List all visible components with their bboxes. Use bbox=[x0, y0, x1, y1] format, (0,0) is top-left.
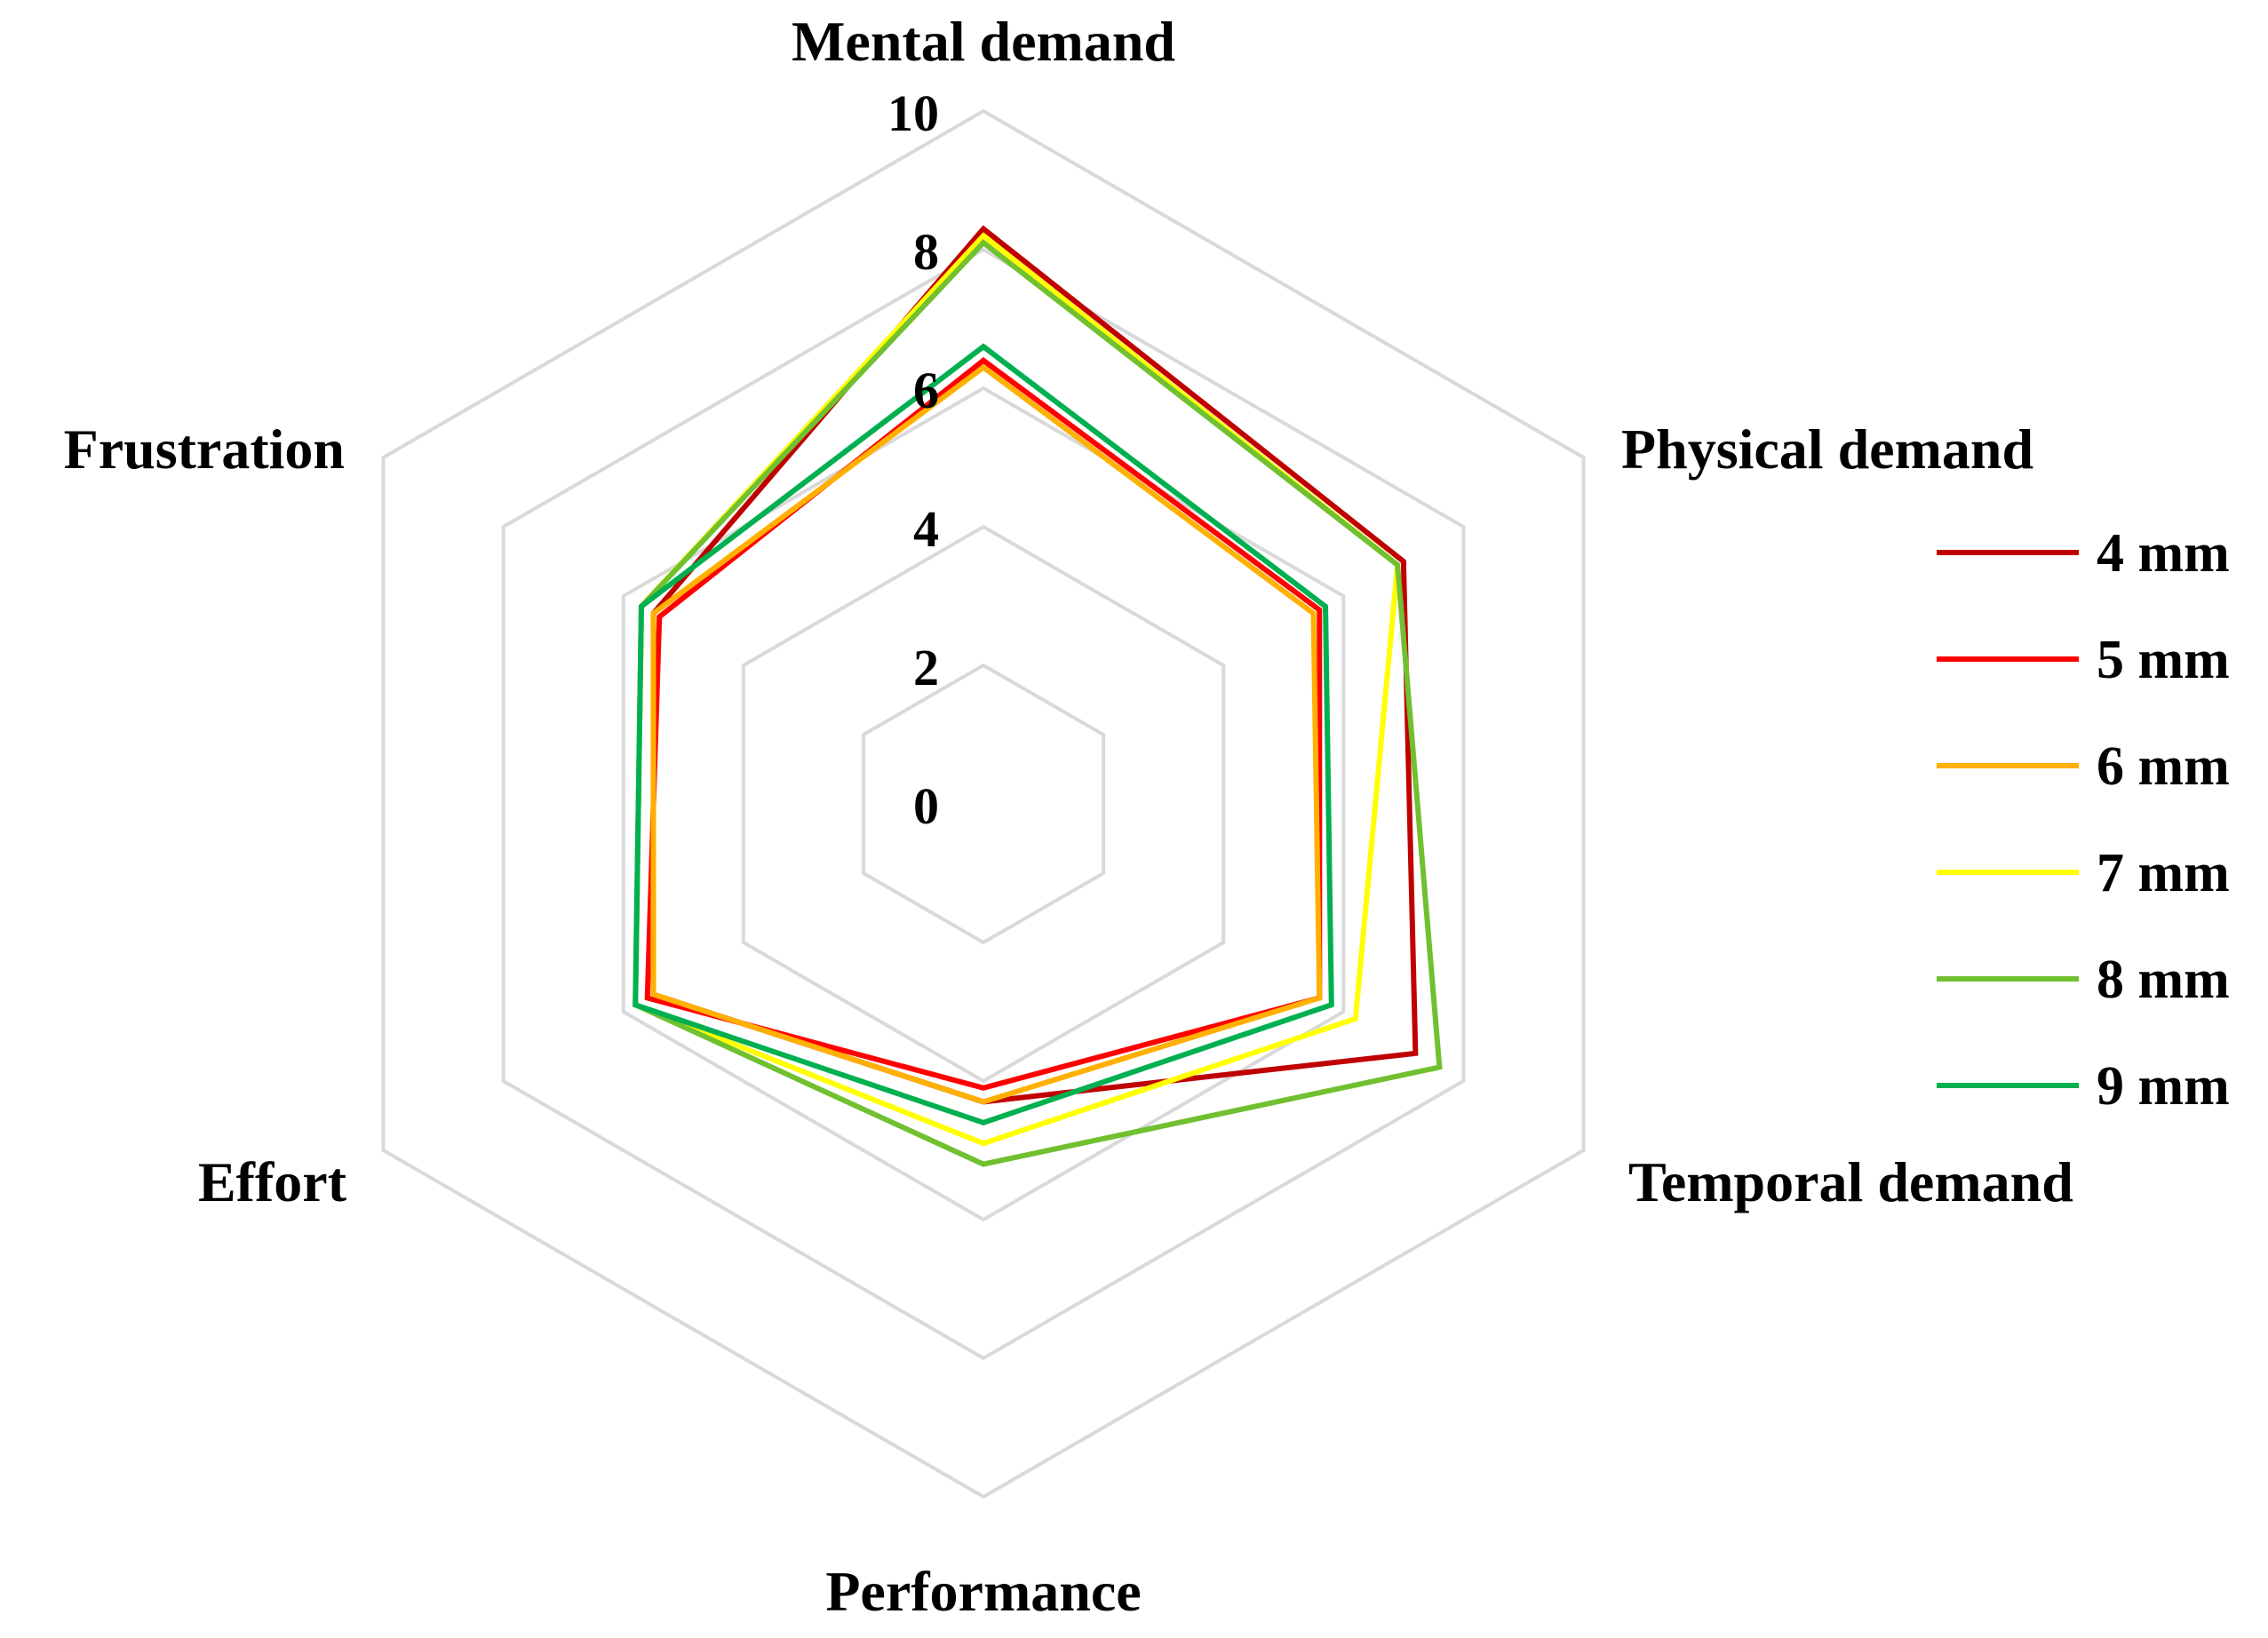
tick-labels: 0 2 4 6 8 10 bbox=[887, 84, 939, 835]
axis-labels: Mental demand Physical demand Temporal dem… bbox=[64, 10, 2073, 1623]
series-line-2 bbox=[644, 357, 1323, 1091]
grid-ring bbox=[741, 524, 1226, 1084]
grid-ring bbox=[381, 108, 1586, 1499]
grid-ring bbox=[861, 663, 1106, 945]
series-line-6 bbox=[633, 343, 1334, 1125]
tick-label: 6 bbox=[913, 362, 939, 419]
grid-ring bbox=[501, 247, 1466, 1361]
legend: 4 mm 5 mm 6 mm 7 mm 8 mm 9 mm bbox=[1937, 523, 2230, 1117]
legend-label: 8 mm bbox=[2097, 950, 2230, 1010]
series-lines bbox=[633, 225, 1443, 1167]
axis-label: Performance bbox=[825, 1560, 1141, 1623]
legend-label: 9 mm bbox=[2097, 1056, 2230, 1117]
legend-label: 5 mm bbox=[2097, 630, 2230, 690]
axis-label: Effort bbox=[198, 1150, 347, 1213]
grid-ring bbox=[621, 386, 1346, 1222]
tick-label: 0 bbox=[913, 777, 939, 835]
legend-label: 7 mm bbox=[2097, 843, 2230, 903]
axis-label: Mental demand bbox=[792, 10, 1175, 73]
legend-label: 6 mm bbox=[2097, 736, 2230, 797]
axis-label: Frustration bbox=[64, 417, 345, 481]
axis-label: Physical demand bbox=[1621, 417, 2033, 481]
legend-label: 4 mm bbox=[2097, 523, 2230, 584]
axis-label: Temporal demand bbox=[1628, 1150, 2073, 1213]
tick-label: 2 bbox=[913, 639, 939, 696]
series-line-1 bbox=[650, 225, 1419, 1105]
grid bbox=[381, 108, 1586, 1499]
tick-label: 8 bbox=[913, 223, 939, 281]
series-line-3 bbox=[650, 363, 1323, 1105]
tick-label: 4 bbox=[913, 500, 939, 558]
tick-label: 10 bbox=[887, 84, 939, 142]
